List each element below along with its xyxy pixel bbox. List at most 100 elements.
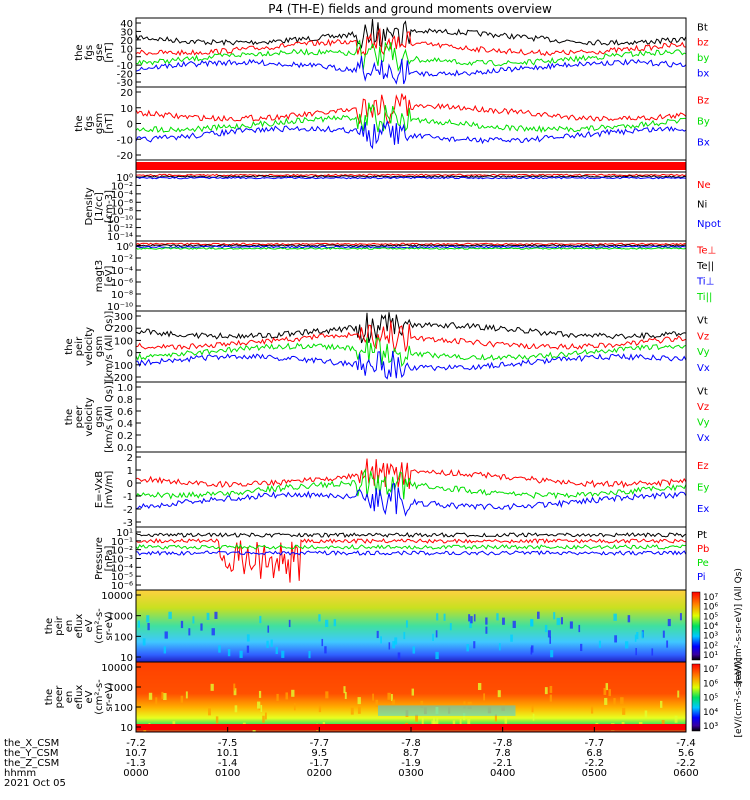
y-axis-label: E=-VxB	[94, 471, 105, 508]
colorbar-tick: 10³	[703, 722, 718, 732]
y-tick-label: -100	[110, 361, 133, 372]
spectrogram-streak	[590, 706, 594, 714]
y-tick-label: 10⁰	[116, 242, 133, 253]
spectrogram-streak	[246, 634, 250, 642]
x-value-z: -1.3	[126, 758, 146, 769]
spectrogram-streak	[200, 623, 203, 631]
colorbar-tick: 10³	[703, 632, 718, 642]
y-axis-label: sr-eV)	[104, 611, 115, 640]
legend-bz: bz	[697, 38, 709, 49]
y-tick-label: 100	[114, 632, 133, 643]
spectrogram-streak	[604, 697, 608, 705]
spectrogram-streak	[325, 691, 329, 699]
y-axis-label: magt3	[94, 260, 105, 293]
legend-Ni: Ni	[697, 199, 707, 210]
spectrogram-streak	[677, 690, 680, 698]
legend-by: by	[697, 53, 709, 64]
y-tick-label: 10⁻¹⁰	[107, 302, 133, 313]
y-tick-label: 0.0	[117, 443, 133, 454]
series-Vx	[136, 350, 687, 380]
y-tick-label: -20	[117, 70, 133, 81]
spectrogram-streak	[603, 687, 607, 695]
x-value-z: -1.7	[310, 758, 330, 769]
series-Bx	[135, 119, 687, 150]
spectrogram-streak	[293, 703, 296, 711]
spectrogram-streak	[498, 643, 501, 651]
spectrogram-streak	[608, 689, 611, 697]
spectrogram-streak	[387, 692, 391, 700]
x-value-z: -2.2	[585, 758, 605, 769]
spectrogram-streak	[467, 719, 471, 727]
spectrogram-streak	[321, 638, 324, 647]
y-axis-label: [mV/m]	[104, 471, 115, 509]
legend-Te⊥: Te⊥	[696, 245, 716, 256]
series-Pe	[135, 543, 687, 550]
legend-Bz: Bz	[697, 96, 709, 107]
y-axis-label: gsm	[94, 406, 105, 427]
y-axis-label: fgs	[84, 45, 95, 60]
spectrogram-streak	[469, 620, 472, 629]
x-value-x: -7.8	[493, 738, 513, 749]
spectrogram-streak	[227, 648, 231, 657]
y-tick-label: -30	[117, 78, 133, 89]
spectrogram-streak	[667, 618, 671, 627]
y-tick-label: 10	[120, 104, 133, 115]
panel-6: 2 1 0 -1 -2 -3 E=-VxB [mV/m] Ez Ey Ex	[94, 451, 709, 529]
spectrogram-streak	[266, 640, 269, 648]
series-Bt	[135, 18, 687, 50]
panel-5: 1.00.80.60.40.20.0 the peer velocity gsm [km/…	[64, 381, 710, 454]
spectrogram-streak	[388, 642, 391, 650]
series-Vy	[135, 337, 687, 368]
x-value-x: -7.8	[401, 738, 421, 749]
legend-Pt: Pt	[697, 530, 707, 541]
y-tick-label: 10⁻⁴	[111, 190, 133, 201]
y-tick-label: 200	[114, 324, 133, 335]
y-tick-label: -10	[117, 61, 133, 72]
x-value-y: 10.1	[217, 748, 239, 759]
spectrogram-streak	[233, 683, 236, 691]
panel-frame	[135, 86, 687, 161]
spectrogram-streak	[333, 619, 337, 627]
legend-Vz: Vz	[697, 331, 709, 342]
series-Ti||	[135, 247, 687, 250]
spectrogram-streak	[164, 631, 168, 639]
y-tick-label: 2	[127, 453, 133, 464]
y-axis-label: gsm	[94, 113, 105, 134]
spectrogram-streak	[651, 648, 654, 656]
legend-Vx: Vx	[697, 433, 710, 444]
spectrogram-streak	[325, 619, 329, 628]
y-axis-label: peir	[54, 615, 65, 635]
panel-frame	[135, 310, 687, 383]
spectrogram-streak	[443, 613, 446, 621]
spectrogram-streak	[215, 716, 219, 724]
spectrogram-streak	[146, 615, 150, 623]
spectrogram-streak	[532, 713, 535, 721]
spectrogram-streak	[168, 611, 172, 619]
spectrogram-streak	[556, 617, 561, 626]
spectrogram-streak	[420, 700, 424, 708]
y-axis-label: (cm²-s-	[94, 608, 105, 644]
spectrogram-streak	[466, 644, 469, 652]
spectrogram-patch	[378, 705, 516, 716]
legend-Te||: Te||	[696, 261, 714, 272]
y-axis-label: en	[64, 620, 75, 633]
series-Pt	[135, 532, 687, 538]
spectrogram-streak	[147, 622, 150, 631]
spectrogram-streak	[613, 698, 616, 706]
spectrogram-streak	[485, 626, 488, 634]
spectrogram-streak	[463, 701, 466, 709]
y-tick-label: 100	[114, 703, 133, 714]
panel-1: 20 10 0 -10 -20 the fgs gsm [nT] Bz By Bx	[74, 86, 710, 162]
spectrogram-streak	[549, 636, 552, 644]
spectrogram-streak	[412, 646, 416, 654]
spectrogram-streak	[473, 614, 476, 622]
spectrogram-streak	[142, 638, 146, 646]
spectrogram-streak	[622, 707, 626, 715]
spectrogram-streak	[264, 712, 267, 720]
spectrogram-streak	[436, 717, 439, 725]
colorbar-tick: 10⁵	[703, 694, 718, 704]
spectrogram-streak	[343, 686, 346, 694]
x-value-time: 0000	[123, 768, 148, 779]
y-tick-label: 10⁻⁸	[111, 290, 133, 301]
